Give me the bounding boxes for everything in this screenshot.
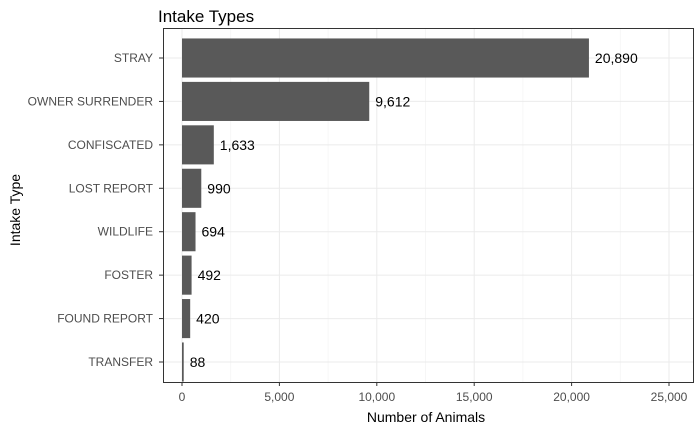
bar-owner-surrender [182,81,370,121]
data-label: 694 [202,224,226,240]
x-tick-label: 25,000 [651,390,688,404]
data-label: 9,612 [375,93,410,109]
x-tick-label: 0 [179,390,186,404]
bar-foster [182,255,192,295]
y-tick-label: LOST REPORT [69,181,154,195]
bar-found-report [182,299,191,339]
bar-lost-report [182,168,202,208]
data-label: 1,633 [220,137,255,153]
data-label: 990 [207,180,231,196]
grid-lines [163,28,693,382]
x-axis: 0 5,000 10,000 15,000 20,000 25,000 [179,382,688,404]
y-tick-label: STRAY [114,51,153,65]
y-tick-label: FOUND REPORT [57,312,153,326]
chart-title: Intake Types [158,7,254,26]
bar-stray [182,38,589,78]
y-tick-label: TRANSFER [88,355,153,369]
bar-confiscated [182,125,214,165]
data-label: 492 [198,267,222,283]
y-tick-label: FOSTER [104,268,153,282]
bar-wildlife [182,212,196,252]
bar-transfer [182,342,184,382]
y-axis-title: Intake Type [7,174,23,246]
x-tick-label: 10,000 [358,390,395,404]
panel-border [163,28,694,383]
bars [182,38,589,382]
y-tick-label: OWNER SURRENDER [28,94,154,108]
y-tick-label: WILDLIFE [98,225,153,239]
y-tick-label: CONFISCATED [68,138,153,152]
x-axis-title: Number of Animals [367,409,485,425]
x-tick-label: 20,000 [553,390,590,404]
data-label: 88 [190,354,206,370]
data-label: 420 [196,311,220,327]
x-tick-label: 5,000 [264,390,294,404]
data-label: 20,890 [595,50,638,66]
data-labels: 20,890 9,612 1,633 990 694 492 420 88 [190,50,638,370]
y-axis: STRAY OWNER SURRENDER CONFISCATED LOST REPO… [28,51,163,369]
x-tick-label: 15,000 [456,390,493,404]
